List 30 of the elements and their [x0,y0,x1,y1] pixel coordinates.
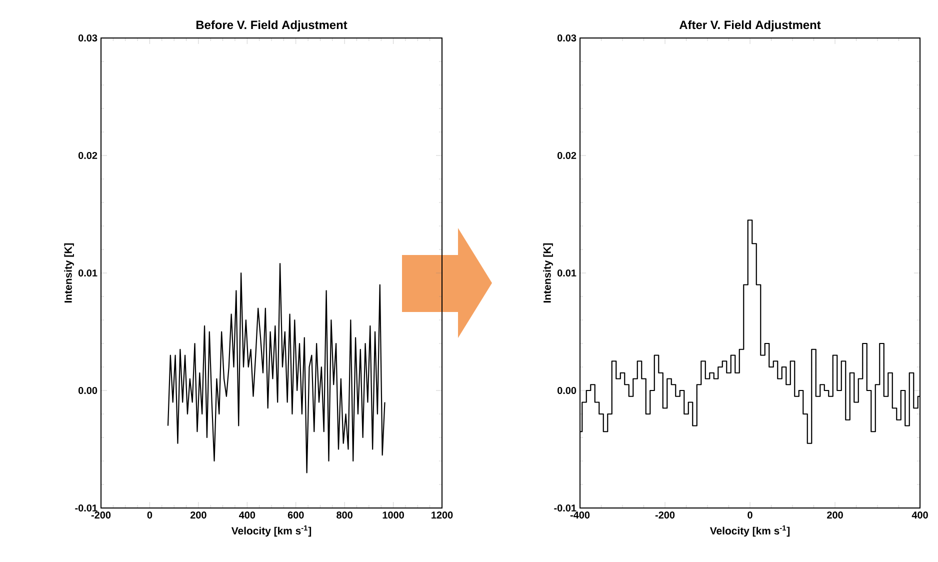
y-tick-label: 0.03 [78,34,98,42]
x-tick-label: 200 [827,512,843,519]
x-tick-label: 400 [912,512,928,519]
x-tick-label: 800 [336,512,352,519]
chart-title: After V. Field Adjustment [679,20,821,32]
y-tick-label: -0.01 [554,504,576,512]
x-tick-label: -200 [655,512,675,519]
x-tick-label: -200 [91,512,111,519]
x-tick-label: 200 [190,512,206,519]
x-tick-label: 600 [288,512,304,519]
y-axis-title: Intensity [K] [543,243,553,303]
x-tick-label: 0 [147,512,152,519]
x-tick-label: 1000 [382,512,404,519]
x-tick-label: 0 [748,512,752,519]
line-series [167,263,386,474]
x-tick-label: -400 [570,512,590,519]
y-axis-title: Intensity [K] [64,243,74,303]
y-tick-label: 0.00 [78,386,98,394]
x-tick-label: 400 [238,512,256,519]
y-tick-label: 0.03 [557,34,576,42]
y-tick-label: -0.01 [75,504,98,512]
x-axis-title: Velocity [km s$^{-1}$] [710,525,790,537]
y-tick-label: 0.02 [557,152,576,160]
y-tick-label: 0.00 [557,386,576,394]
y-tick-label: 0.02 [78,152,98,160]
chart-title: Before V. Field Adjustment [196,20,348,32]
x-axis-title: Velocity [km s$^{-1}$] [231,525,312,537]
x-tick-label: 1200 [432,512,453,519]
y-tick-label: 0.01 [78,269,98,277]
y-tick-label: 0.01 [557,269,576,277]
